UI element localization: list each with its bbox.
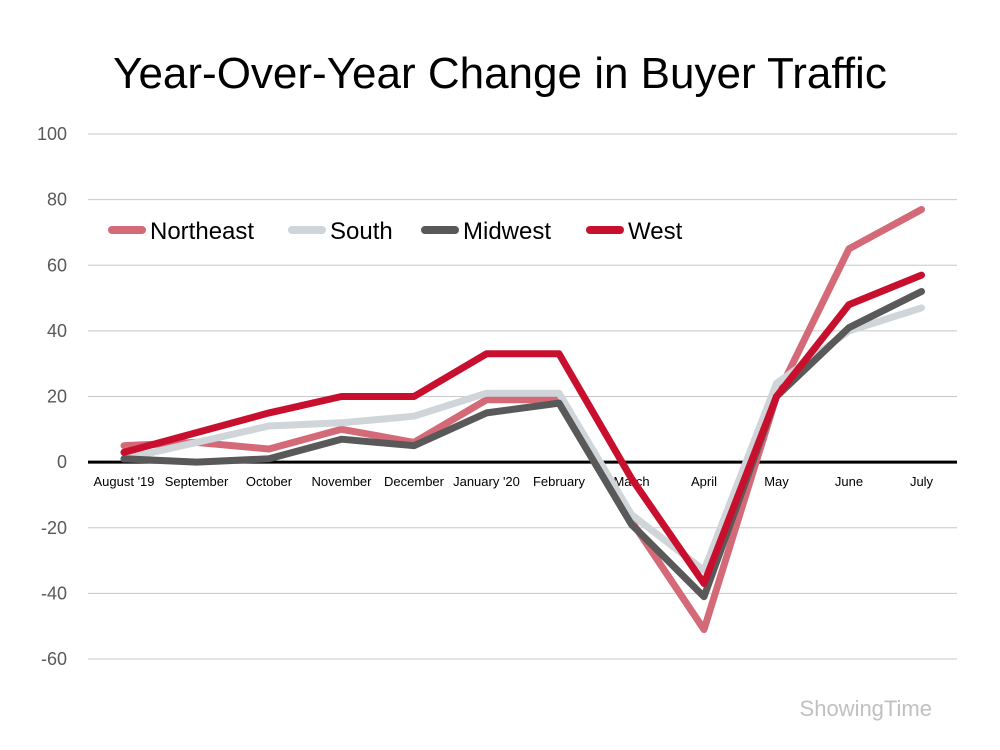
legend-label-midwest: Midwest xyxy=(463,218,551,245)
y-tick-label: 20 xyxy=(47,387,67,407)
legend-label-northeast: Northeast xyxy=(150,218,254,245)
series-line-west xyxy=(120,271,925,587)
y-axis-ticks: 100 80 60 40 20 0 -20 -40 -60 xyxy=(37,124,67,669)
x-tick-label: August '19 xyxy=(93,474,154,489)
x-tick-label: February xyxy=(533,474,586,489)
x-tick-label: September xyxy=(165,474,229,489)
x-tick-label: April xyxy=(691,474,717,489)
watermark-logo: ShowingTime xyxy=(800,696,932,721)
x-tick-label: November xyxy=(312,474,373,489)
y-tick-label: 40 xyxy=(47,321,67,341)
y-tick-label: 0 xyxy=(57,452,67,472)
y-tick-label: 100 xyxy=(37,124,67,144)
series-line-south xyxy=(120,304,925,574)
x-tick-label: July xyxy=(910,474,934,489)
y-tick-label: -40 xyxy=(41,583,67,603)
x-tick-label: May xyxy=(764,474,789,489)
x-tick-label: December xyxy=(384,474,445,489)
x-tick-label: June xyxy=(835,474,863,489)
x-tick-label: October xyxy=(246,474,293,489)
x-axis-ticks: August '19 September October November Decemb… xyxy=(93,474,933,489)
y-tick-label: 80 xyxy=(47,190,67,210)
series-lines xyxy=(120,206,925,633)
y-tick-label: -20 xyxy=(41,518,67,538)
legend-label-south: South xyxy=(330,218,393,245)
legend: Northeast South Midwest West xyxy=(108,218,683,245)
legend-label-west: West xyxy=(628,218,683,245)
y-tick-label: 60 xyxy=(47,255,67,275)
chart-title: Year-Over-Year Change in Buyer Traffic xyxy=(113,49,887,98)
x-tick-label: January '20 xyxy=(453,474,520,489)
y-tick-label: -60 xyxy=(41,649,67,669)
